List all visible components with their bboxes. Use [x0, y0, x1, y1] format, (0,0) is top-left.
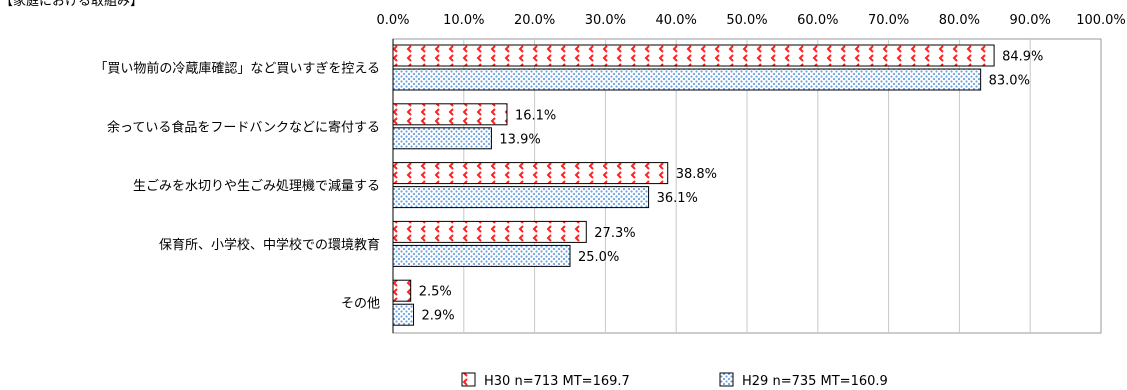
legend-swatch: [719, 372, 734, 387]
category-label: 「買い物前の冷蔵庫確認」など買いすぎを控える: [94, 61, 380, 77]
data-label: 27.3%: [594, 226, 635, 241]
x-tick-label: 40.0%: [656, 13, 697, 28]
x-tick-label: 80.0%: [939, 13, 980, 28]
category-label: 保育所、小学校、中学校での環境教育: [159, 237, 380, 253]
bar-h30: [392, 279, 412, 302]
legend-label: H30 n=713 MT=169.7: [484, 374, 630, 389]
x-tick-label: 100.0%: [1076, 13, 1126, 28]
data-label: 38.8%: [676, 167, 717, 182]
bar-h29: [392, 303, 415, 326]
x-tick-label: 50.0%: [726, 13, 767, 28]
legend-label: H29 n=735 MT=160.9: [742, 374, 888, 389]
category-label: その他: [341, 297, 380, 312]
data-label: 13.9%: [499, 132, 540, 147]
category-label: 生ごみを水切りや生ごみ処理機で減量する: [133, 178, 380, 194]
x-tick-label: 30.0%: [585, 13, 626, 28]
bar-h29: [392, 186, 650, 209]
data-label: 2.9%: [422, 309, 455, 324]
data-label: 83.0%: [989, 74, 1030, 89]
bar-h30: [392, 220, 587, 243]
bar-h30: [392, 44, 995, 67]
x-tick-label: 0.0%: [376, 13, 409, 28]
x-tick-label: 70.0%: [868, 13, 909, 28]
legend-swatch: [461, 372, 476, 387]
data-label: 25.0%: [578, 250, 619, 265]
page-title: 【家庭における取組み】: [0, 0, 144, 9]
bar-h29: [392, 68, 982, 91]
data-label: 16.1%: [515, 108, 556, 123]
bar-h30: [392, 162, 669, 185]
x-tick-label: 60.0%: [797, 13, 838, 28]
data-label: 84.9%: [1002, 50, 1043, 65]
category-label: 余っている食品をフードバンクなどに寄付する: [107, 119, 380, 135]
x-tick-label: 90.0%: [1010, 13, 1051, 28]
bar-h30: [392, 103, 508, 126]
bar-h29: [392, 127, 492, 150]
x-tick-label: 20.0%: [514, 13, 555, 28]
x-tick-label: 10.0%: [443, 13, 484, 28]
data-label: 2.5%: [419, 285, 452, 300]
bar-h29: [392, 244, 571, 267]
data-label: 36.1%: [657, 191, 698, 206]
